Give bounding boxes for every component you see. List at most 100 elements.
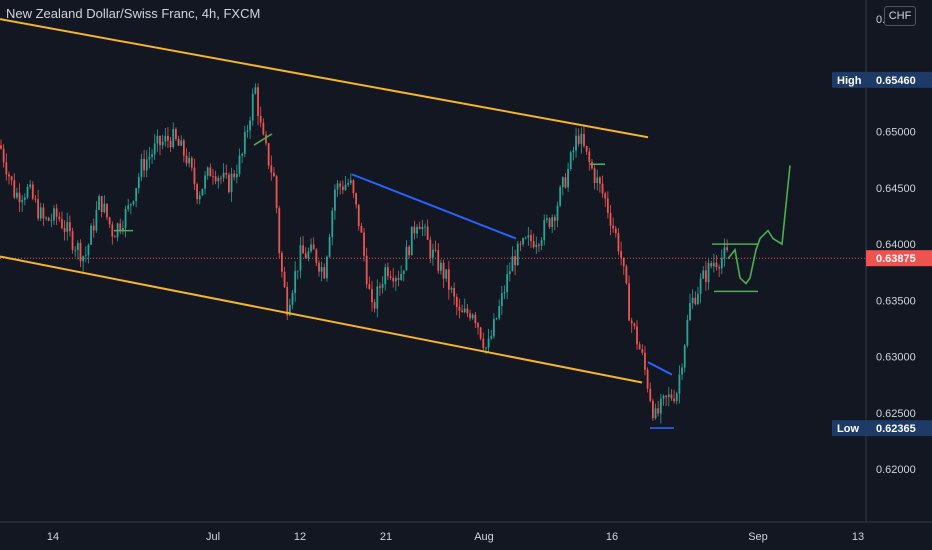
candle-body [463, 308, 466, 313]
low-label-value: 0.62365 [876, 423, 916, 435]
candle-body [198, 195, 201, 200]
candle-body [437, 250, 440, 271]
candle-body [622, 257, 625, 267]
candle-body [79, 242, 82, 262]
currency-button[interactable]: CHF [884, 6, 916, 26]
drawings-layer [0, 18, 866, 429]
candle-body [296, 270, 299, 272]
candle-body [400, 273, 403, 280]
candle-body [148, 156, 151, 160]
trendline [351, 173, 517, 240]
candle-body [286, 286, 289, 316]
candle-body [519, 243, 522, 245]
candles-layer [0, 83, 728, 424]
candle-body [712, 262, 715, 267]
high-label-badge [832, 71, 932, 88]
projection-path [727, 165, 791, 285]
candle-body [498, 305, 501, 319]
candle-body [55, 208, 58, 217]
candle-body [235, 174, 238, 178]
candle-body [220, 177, 222, 179]
candle-body [228, 174, 230, 193]
candle-body [185, 155, 188, 164]
candle-body [47, 217, 50, 221]
candle-body [394, 278, 397, 282]
candle-body [387, 267, 389, 277]
candle-body [275, 176, 278, 209]
candle-body [577, 135, 580, 144]
candle-body [379, 286, 381, 288]
candle-body [103, 203, 106, 213]
candle-body [697, 293, 699, 305]
candle-body [214, 176, 217, 182]
candle-body [535, 244, 538, 248]
candle-body [524, 237, 527, 239]
candle-body [23, 197, 26, 200]
candle-body [575, 135, 577, 151]
candle-body [373, 302, 376, 309]
candle-body [347, 183, 350, 185]
high-label-name: High [837, 75, 862, 87]
candle-body [718, 267, 721, 269]
candle-body [212, 176, 214, 178]
candle-body [538, 244, 540, 246]
y-tick-label: 0.63500 [876, 295, 916, 307]
candle-body [222, 172, 225, 178]
candle-body [397, 278, 400, 280]
candle-body [161, 141, 164, 146]
candle-body [413, 226, 416, 234]
candle-body [167, 135, 169, 141]
candle-body [159, 136, 161, 146]
candle-body [304, 253, 307, 259]
candle-body [344, 184, 347, 190]
candle-body [0, 145, 2, 149]
candle-body [702, 270, 705, 279]
candle-body [241, 153, 244, 156]
candle-body [84, 255, 87, 257]
candle-body [111, 224, 114, 237]
candle-body [254, 87, 257, 94]
candle-body [336, 183, 339, 190]
candle-body [376, 286, 379, 309]
candle-body [715, 262, 718, 268]
candle-body [291, 292, 294, 305]
candle-body [479, 327, 482, 339]
candle-body [328, 237, 331, 257]
candle-body [39, 207, 42, 219]
candle-body [204, 175, 206, 189]
candle-body [474, 314, 477, 324]
time-axis[interactable]: 14 Jul 12 21 Aug 16 Sep 13 [47, 531, 864, 543]
y-tick-label: 0.63000 [876, 352, 916, 364]
candle-body [723, 247, 726, 258]
candle-body [707, 263, 710, 282]
candle-body [440, 262, 442, 271]
trendline [647, 361, 673, 376]
candle-body [31, 184, 34, 199]
candle-body [124, 209, 127, 228]
candle-body [559, 187, 562, 206]
x-tick-label: 12 [294, 531, 306, 543]
candle-body [471, 314, 474, 319]
candle-body [633, 323, 636, 327]
candle-body [140, 158, 143, 177]
level-line [253, 133, 273, 146]
candle-body [233, 173, 236, 178]
candle-body [26, 186, 29, 198]
candle-body [217, 177, 220, 182]
candle-body [243, 132, 246, 154]
candle-body [190, 157, 193, 168]
candle-body [543, 219, 546, 241]
candle-body [432, 249, 434, 258]
candle-body [546, 218, 548, 220]
y-tick-label: 0.64500 [876, 183, 916, 195]
candle-body [530, 235, 532, 242]
candle-body [630, 320, 633, 324]
candle-body [482, 338, 485, 349]
candle-body [384, 267, 387, 285]
candle-body [188, 157, 191, 164]
candle-body [392, 277, 395, 282]
candle-body [450, 288, 453, 290]
candle-body [201, 188, 204, 196]
candle-body [58, 216, 61, 220]
